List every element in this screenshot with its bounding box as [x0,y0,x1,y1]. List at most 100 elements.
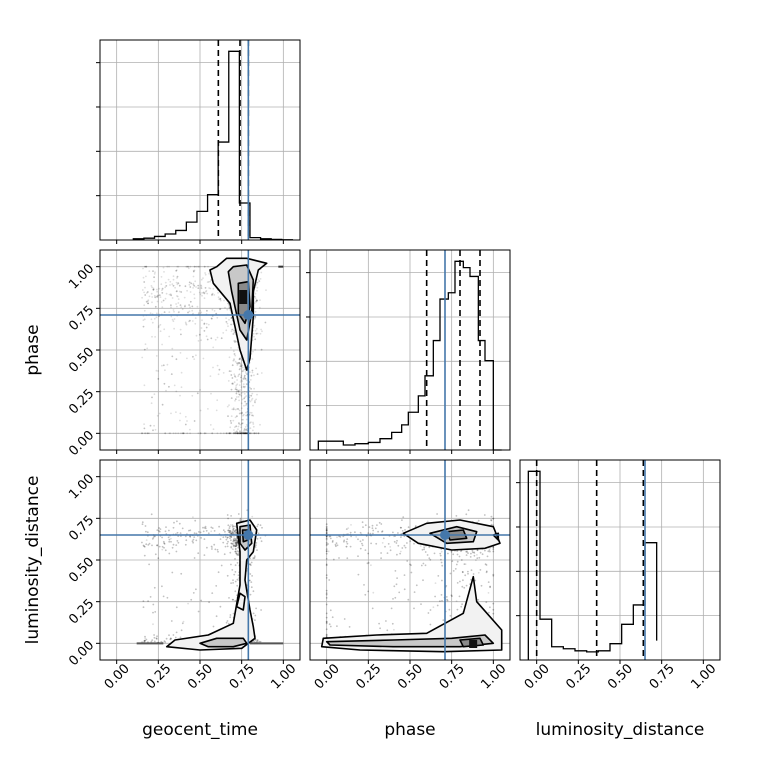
sample-point [401,547,404,549]
sample-point [252,612,255,615]
sample-point [190,282,193,285]
sample-point [197,610,200,613]
sample-point [256,281,259,284]
sample-point [227,540,229,543]
sample-point [251,575,254,577]
sample-point [239,381,242,383]
sample-point [158,294,161,297]
sample-point [236,541,239,544]
sample-point [228,531,231,534]
sample-point [228,304,231,307]
sample-point [233,353,236,355]
sample-point [203,292,206,295]
sample-point [164,530,167,533]
sample-point [240,407,243,410]
sample-point [152,603,155,606]
sample-point [168,540,171,543]
scatter-geocent-time-vs-luminosity-distance [99,459,301,661]
sample-point [150,292,153,295]
sample-point [234,544,237,547]
sample-point [151,321,154,324]
sample-point [257,532,260,535]
sample-point [206,546,208,549]
sample-point [233,359,236,361]
sample-point [387,543,390,545]
sample-point [252,432,255,435]
sample-point [153,294,156,297]
sample-point [226,545,229,548]
sample-point [178,522,181,525]
sample-point [164,549,167,552]
sample-point [142,600,145,602]
sample-point [235,386,237,389]
sample-point [237,577,240,579]
sample-point [185,539,188,542]
sample-point [220,564,223,567]
sample-point [219,308,222,310]
sample-point [170,412,172,415]
sample-point [143,639,146,642]
sample-point [163,546,165,549]
sample-point [236,432,239,435]
sample-point [143,427,146,430]
sample-point [161,545,164,548]
sample-point [237,425,240,428]
sample-point [243,376,246,379]
sample-point [219,297,222,300]
sample-point [235,541,237,544]
sample-point [204,287,207,289]
sample-point [240,394,243,397]
sample-point [163,311,166,313]
sample-point [242,432,245,435]
sample-point [239,357,242,360]
sample-point [234,530,237,533]
sample-point [184,543,187,546]
sample-point [258,280,261,282]
sample-point [399,552,401,555]
sample-point [236,553,239,556]
sample-point [367,552,370,555]
sample-point [168,552,171,555]
sample-point [152,270,154,272]
sample-point [235,542,238,545]
sample-point [162,595,165,598]
sample-point [152,603,155,606]
sample-point [168,538,171,541]
sample-point [233,340,235,342]
sample-point [232,529,235,532]
sample-point [239,519,242,521]
sample-point [154,535,156,538]
sample-point [232,432,235,435]
sample-point [162,540,165,543]
sample-point [406,560,409,562]
scatter-phase-vs-luminosity-distance [309,459,511,661]
sample-point [231,548,234,550]
sample-point [161,364,163,367]
sample-point [240,376,242,379]
sample-point [169,293,172,296]
sample-point [217,292,219,294]
sample-point [364,549,367,551]
sample-point [233,432,236,435]
sample-point [235,392,238,395]
sample-point [233,532,235,534]
sample-point [189,536,192,538]
sample-point [245,383,248,385]
sample-point [250,374,253,377]
sample-point [162,364,165,367]
sample-point [161,287,164,290]
sample-point [245,414,247,417]
sample-point [203,554,206,556]
sample-point [200,339,203,342]
sample-point [194,280,197,283]
sample-point [243,432,246,435]
sample-point [149,424,152,427]
sample-point [231,542,234,545]
sample-point [254,317,256,320]
sample-point [243,428,246,431]
sample-point [180,333,182,336]
sample-point [251,358,254,360]
density-peak [239,290,248,304]
sample-point [160,301,163,303]
sample-point [161,545,164,548]
